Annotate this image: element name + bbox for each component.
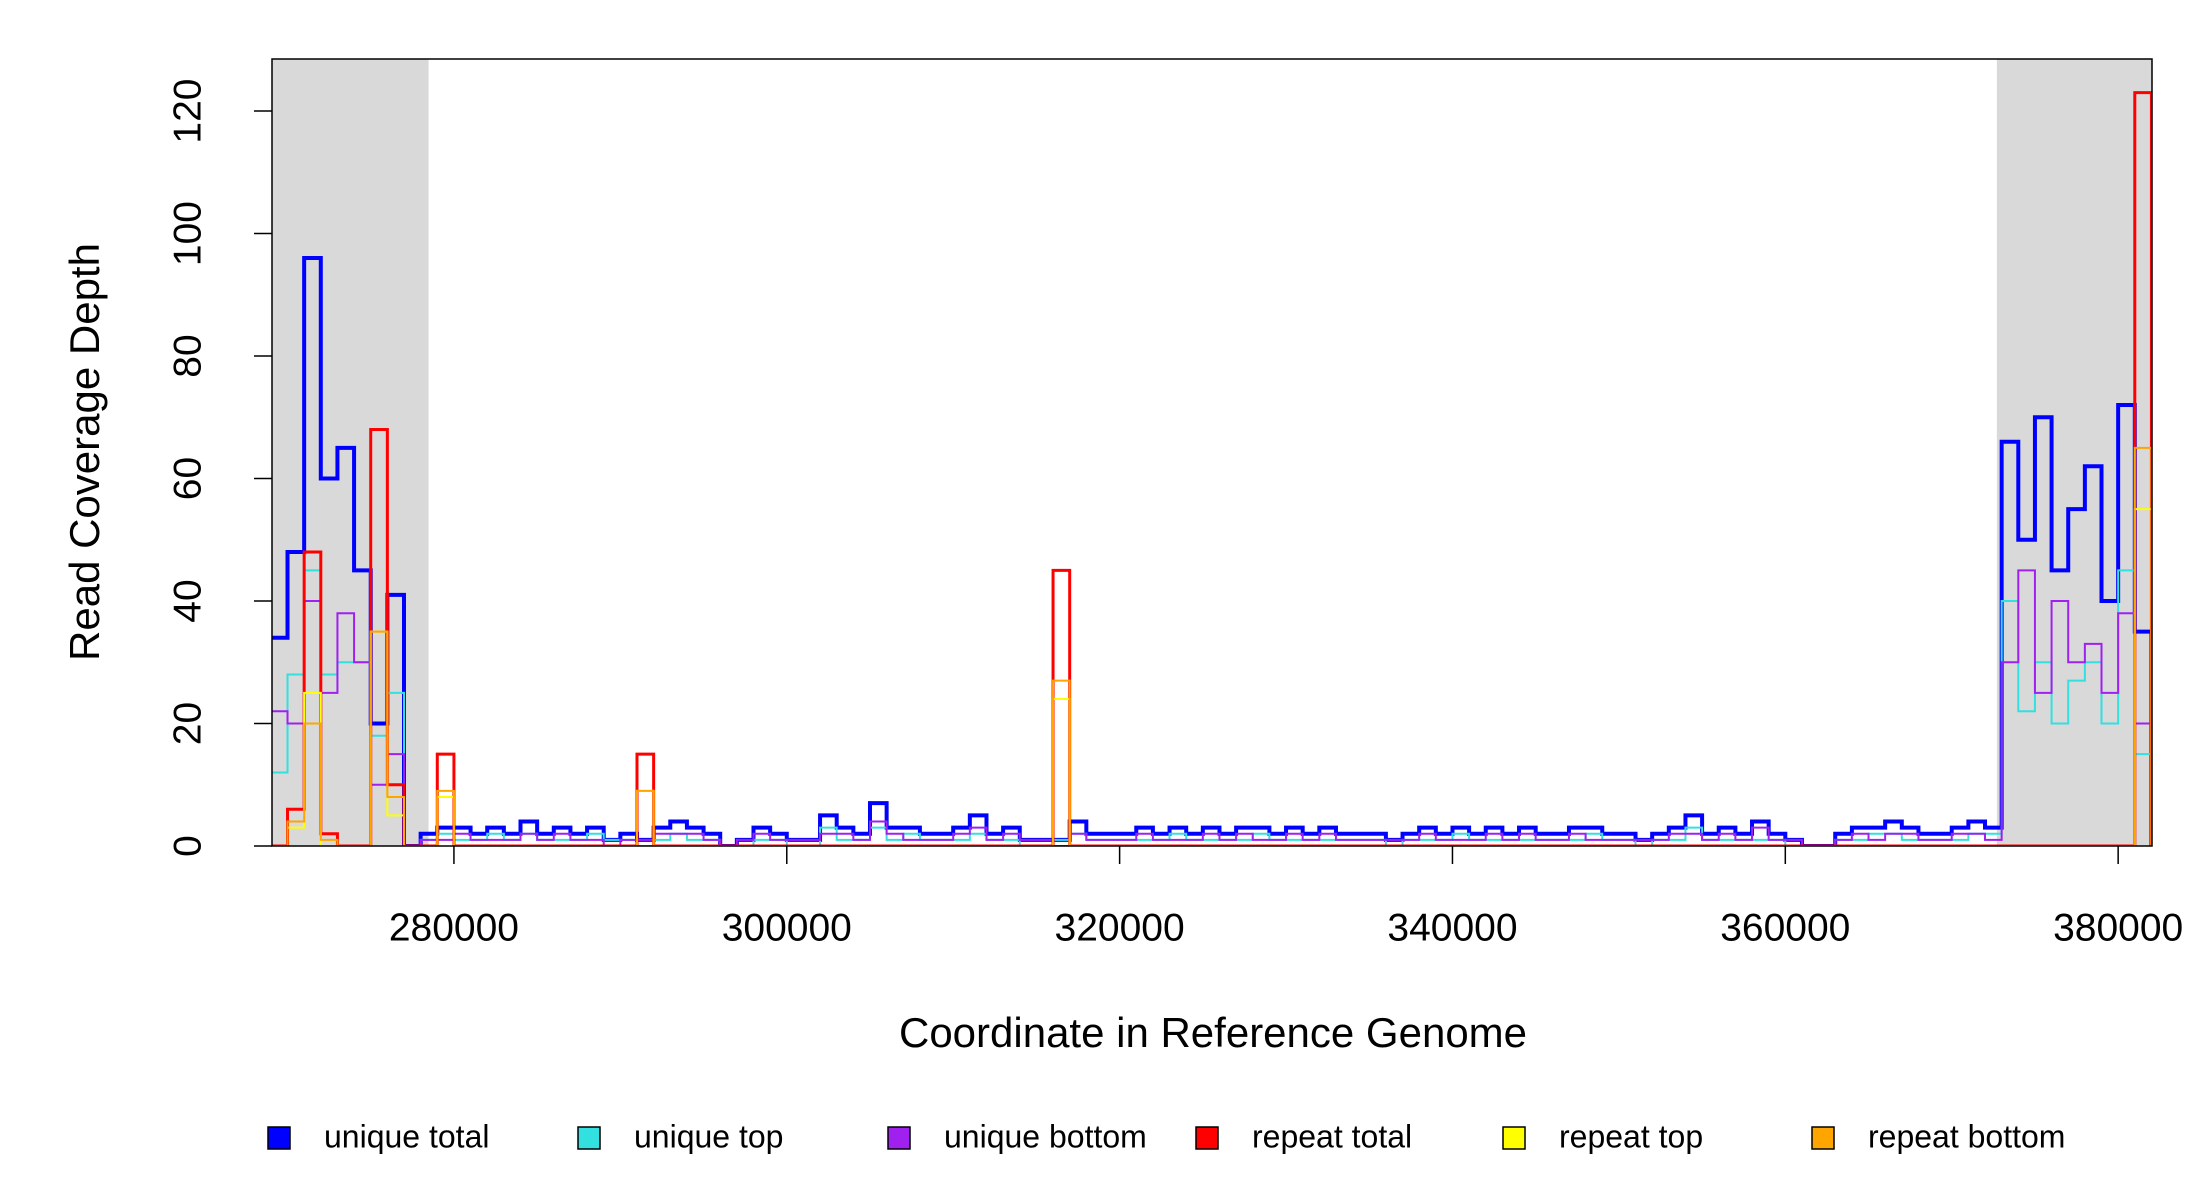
legend-swatch (267, 1126, 291, 1150)
y-tick-label: 0 (166, 835, 209, 857)
x-tick-label: 300000 (722, 906, 852, 949)
coverage-line (272, 256, 2152, 846)
y-tick-label: 120 (166, 79, 209, 144)
axes: 0 20 40 60 80 100 120 280000 300000 320000 340000 3… (166, 58, 2183, 1154)
coverage-line (272, 569, 2152, 846)
coverage-line (272, 508, 2152, 846)
legend-label: unique total (324, 1118, 489, 1154)
legend-label: repeat total (1252, 1118, 1412, 1154)
coverage-line (272, 91, 2152, 846)
y-axis-label: Read Coverage Depth (61, 243, 108, 661)
legend-swatch (1502, 1126, 1526, 1150)
legend-swatch (887, 1126, 911, 1150)
coverage-line (272, 446, 2152, 846)
coverage-line (272, 569, 2152, 846)
legend-swatch (577, 1126, 601, 1150)
line-layer (272, 91, 2152, 846)
y-tick-label: 20 (166, 702, 209, 745)
legend-label: repeat top (1559, 1118, 1703, 1154)
y-tick-label: 40 (166, 579, 209, 622)
legend-label: repeat bottom (1868, 1118, 2065, 1154)
shaded-region (1996, 59, 2152, 846)
y-tick-label: 100 (166, 201, 209, 266)
x-tick-label: 340000 (1387, 906, 1517, 949)
x-tick-label: 380000 (2053, 906, 2183, 949)
shade-layer (272, 59, 2152, 846)
x-axis-label: Coordinate in Reference Genome (899, 1009, 1527, 1056)
x-tick-label: 320000 (1055, 906, 1185, 949)
plot-frame (271, 58, 2153, 847)
legend-swatch (1811, 1126, 1835, 1150)
y-tick-label: 80 (166, 334, 209, 377)
x-tick-label: 280000 (389, 906, 519, 949)
legend-swatch (1195, 1126, 1219, 1150)
x-tick-label: 360000 (1720, 906, 1850, 949)
legend-label: unique top (634, 1118, 783, 1154)
y-tick-label: 60 (166, 457, 209, 500)
legend-label: unique bottom (944, 1118, 1147, 1154)
